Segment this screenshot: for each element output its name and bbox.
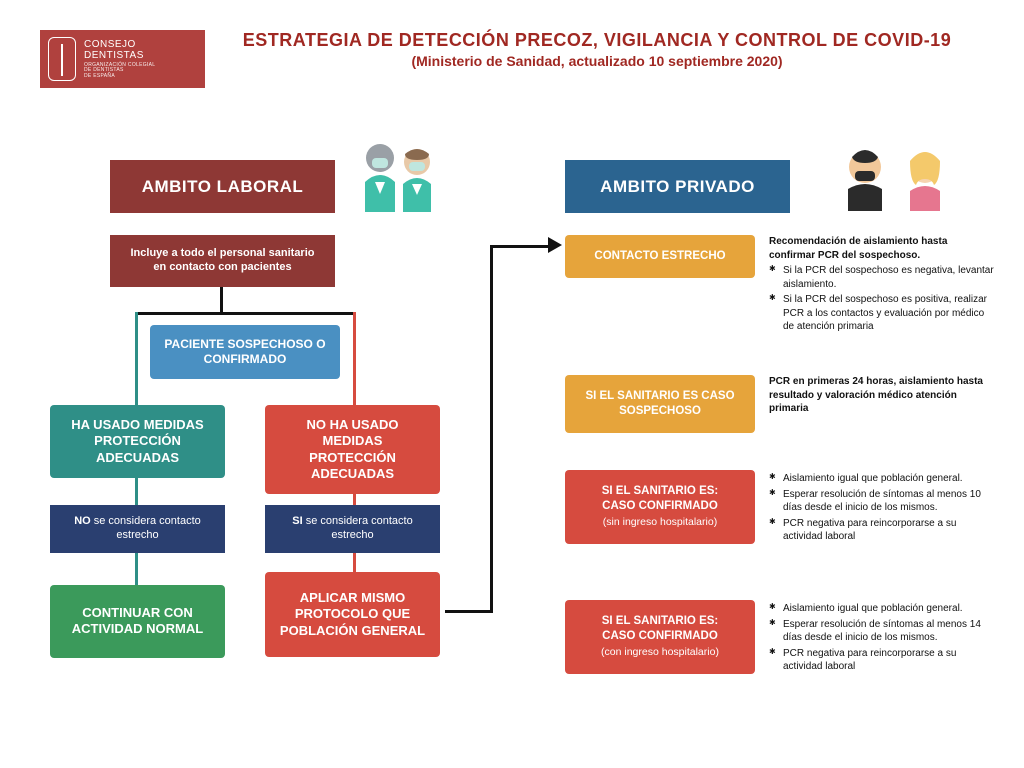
box-ambito-privado: AMBITO PRIVADO <box>565 160 790 213</box>
label: APLICAR MISMO PROTOCOLO QUE POBLACIÓN GE… <box>280 590 425 638</box>
box-aplicar: APLICAR MISMO PROTOCOLO QUE POBLACIÓN GE… <box>265 572 440 657</box>
connector <box>135 312 355 315</box>
label-l1: SI EL SANITARIO ES: <box>602 615 719 627</box>
box-contacto-estrecho: CONTACTO ESTRECHO <box>565 235 755 278</box>
label-post: se considera contacto estrecho <box>91 515 201 541</box>
logo-line2: DENTISTAS <box>84 50 155 61</box>
arrow-segment <box>490 245 493 613</box>
logo-line1: CONSEJO <box>84 39 155 50</box>
logo-symbol <box>48 37 76 81</box>
arrow-segment <box>445 610 493 613</box>
label: AMBITO PRIVADO <box>600 177 755 196</box>
row-confirmado-con-ingreso: SI EL SANITARIO ES: CASO CONFIRMADO (con… <box>565 600 995 676</box>
row-confirmado-sin-ingreso: SI EL SANITARIO ES: CASO CONFIRMADO (sin… <box>565 470 995 546</box>
title-block: ESTRATEGIA DE DETECCIÓN PRECOZ, VIGILANC… <box>230 30 964 69</box>
private-people-icon <box>830 145 970 215</box>
list-item: Esperar resolución de síntomas al menos … <box>769 618 995 645</box>
logo-text: CONSEJO DENTISTAS ORGANIZACIÓN COLEGIAL … <box>84 39 155 80</box>
logo-sub3: DE ESPAÑA <box>84 74 155 80</box>
row-caso-sospechoso: SI EL SANITARIO ES CASO SOSPECHOSO PCR e… <box>565 375 995 433</box>
box-incluye: Incluye a todo el personal sanitario en … <box>110 235 335 287</box>
box-continuar: CONTINUAR CON ACTIVIDAD NORMAL <box>50 585 225 658</box>
title-sub: (Ministerio de Sanidad, actualizado 10 s… <box>230 53 964 69</box>
list-item: Aislamiento igual que población general. <box>769 472 995 486</box>
healthcare-workers-icon <box>345 140 455 220</box>
label-l2: CASO CONFIRMADO <box>602 500 718 512</box>
title-main: ESTRATEGIA DE DETECCIÓN PRECOZ, VIGILANC… <box>230 30 964 51</box>
lead: Recomendación de aislamiento hasta confi… <box>769 235 995 262</box>
box-caso-sospechoso: SI EL SANITARIO ES CASO SOSPECHOSO <box>565 375 755 433</box>
label: CONTINUAR CON ACTIVIDAD NORMAL <box>72 605 203 636</box>
box-confirmado-con-ingreso: SI EL SANITARIO ES: CASO CONFIRMADO (con… <box>565 600 755 674</box>
desc-confirmado-con-ingreso: Aislamiento igual que población general.… <box>769 600 995 676</box>
label-pre: NO <box>74 515 91 527</box>
label-l3: (con ingreso hospitalario) <box>575 646 745 660</box>
desc-confirmado-sin-ingreso: Aislamiento igual que población general.… <box>769 470 995 546</box>
list-item: Si la PCR del sospechoso es negativa, le… <box>769 264 995 291</box>
box-no-considera: NO se considera contacto estrecho <box>50 505 225 553</box>
box-paciente-sospechoso: PACIENTE SOSPECHOSO O CONFIRMADO <box>150 325 340 379</box>
list-item: Esperar resolución de síntomas al menos … <box>769 488 995 515</box>
box-ha-usado: HA USADO MEDIDAS PROTECCIÓN ADECUADAS <box>50 405 225 478</box>
label-post: se considera contacto estrecho <box>303 515 413 541</box>
box-si-considera: SI se considera contacto estrecho <box>265 505 440 553</box>
arrowhead-icon <box>548 237 562 253</box>
row-contacto-estrecho: CONTACTO ESTRECHO Recomendación de aisla… <box>565 235 995 336</box>
box-ambito-laboral: AMBITO LABORAL <box>110 160 335 213</box>
box-no-usado: NO HA USADO MEDIDAS PROTECCIÓN ADECUADAS <box>265 405 440 494</box>
label: AMBITO LABORAL <box>142 177 304 196</box>
label-l1: SI EL SANITARIO ES: <box>602 485 719 497</box>
box-confirmado-sin-ingreso: SI EL SANITARIO ES: CASO CONFIRMADO (sin… <box>565 470 755 544</box>
label: HA USADO MEDIDAS PROTECCIÓN ADECUADAS <box>71 417 203 465</box>
label: CONTACTO ESTRECHO <box>594 250 725 262</box>
connector <box>220 287 223 315</box>
desc-contacto-estrecho: Recomendación de aislamiento hasta confi… <box>769 235 995 336</box>
arrow-segment <box>490 245 550 248</box>
label: Incluye a todo el personal sanitario en … <box>131 247 315 273</box>
label-pre: SI <box>292 515 302 527</box>
label: PACIENTE SOSPECHOSO O CONFIRMADO <box>164 337 325 366</box>
list-item: Si la PCR del sospechoso es positiva, re… <box>769 293 995 334</box>
label-l2: CASO CONFIRMADO <box>602 630 718 642</box>
org-logo: CONSEJO DENTISTAS ORGANIZACIÓN COLEGIAL … <box>40 30 205 88</box>
list-item: Aislamiento igual que población general. <box>769 602 995 616</box>
label: SI EL SANITARIO ES CASO SOSPECHOSO <box>585 390 734 417</box>
label-l3: (sin ingreso hospitalario) <box>575 516 745 530</box>
label: NO HA USADO MEDIDAS PROTECCIÓN ADECUADAS <box>307 417 399 481</box>
lead: PCR en primeras 24 horas, aislamiento ha… <box>769 375 995 416</box>
desc-caso-sospechoso: PCR en primeras 24 horas, aislamiento ha… <box>769 375 995 416</box>
list-item: PCR negativa para reincorporarse a su ac… <box>769 647 995 674</box>
list-item: PCR negativa para reincorporarse a su ac… <box>769 517 995 544</box>
